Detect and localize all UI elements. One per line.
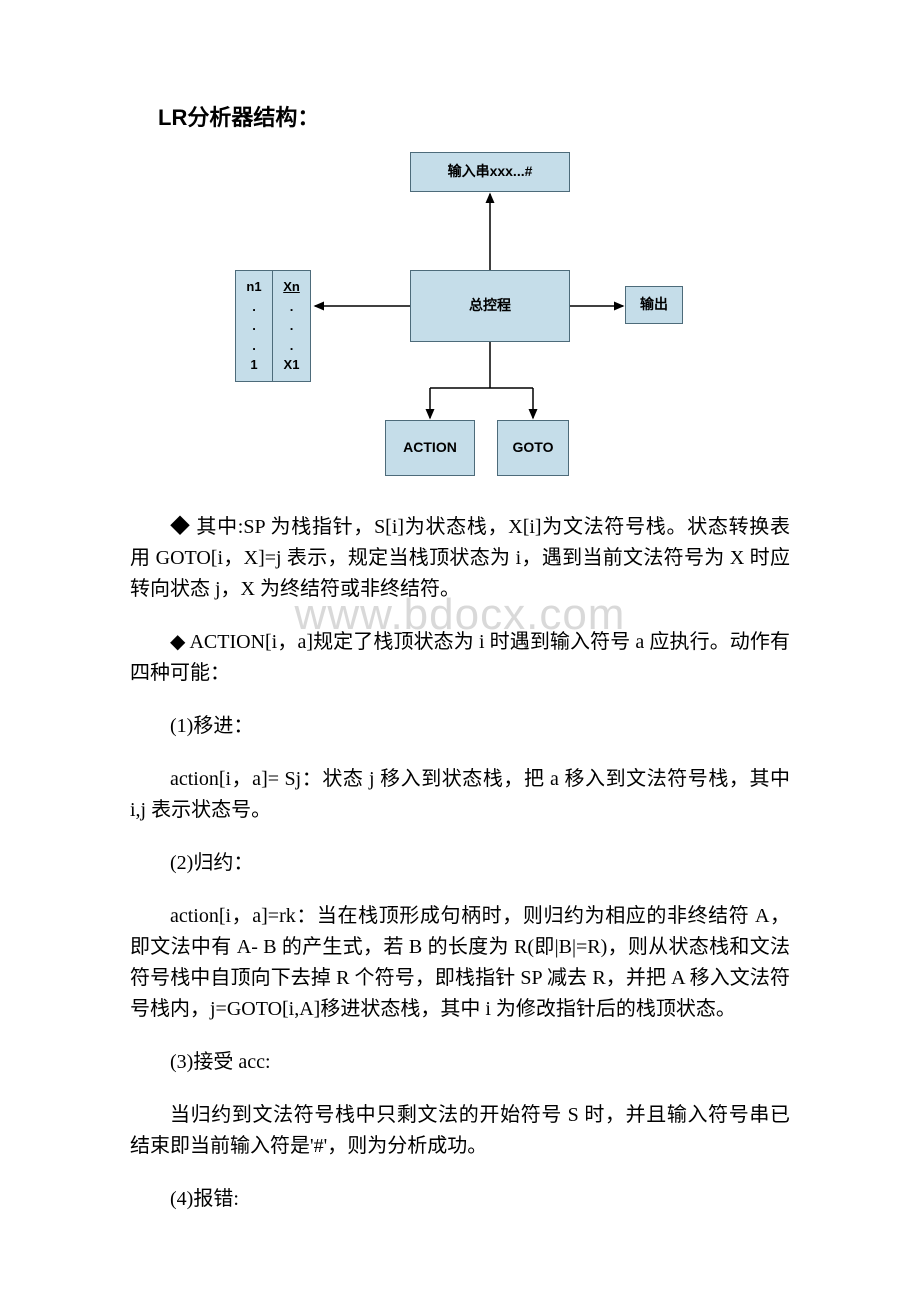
item-1-title: (1)移进： [130,711,790,742]
item-2-title: (2)归约： [130,848,790,879]
stack-cell: Xn [273,277,310,297]
item-4-title: (4)报错: [130,1184,790,1215]
paragraph-pointer-desc: ◆ 其中:SP 为栈指针，S[i]为状态栈，X[i]为文法符号栈。状态转换表用 … [130,512,790,605]
node-input-string: 输入串xxx...# [410,152,570,192]
stack-cell: . [236,297,272,317]
item-3-title: (3)接受 acc: [130,1047,790,1078]
stack-cell: 1 [236,355,272,375]
node-goto-table: GOTO [497,420,569,476]
item-3-body: 当归约到文法符号栈中只剩文法的开始符号 S 时，并且输入符号串已结束即当前输入符… [130,1100,790,1162]
paragraph-action-desc: ◆ ACTION[i，a]规定了栈顶状态为 i 时遇到输入符号 a 应执行。动作… [130,627,790,689]
node-action-table: ACTION [385,420,475,476]
node-stack: n1 . . . 1 Xn . . . X1 [235,270,311,382]
item-1-body: action[i，a]= Sj：状态 j 移入到状态栈，把 a 移入到文法符号栈… [130,764,790,826]
node-output: 输出 [625,286,683,324]
stack-cell: . [236,336,272,356]
symbol-stack-column: Xn . . . X1 [273,270,311,382]
state-stack-column: n1 . . . 1 [235,270,273,382]
stack-cell: . [273,336,310,356]
node-controller: 总控程 [410,270,570,342]
item-2-body: action[i，a]=rk：当在栈顶形成句柄时，则归约为相应的非终结符 A，即… [130,901,790,1025]
stack-cell: n1 [236,277,272,297]
stack-cell: . [236,316,272,336]
stack-cell: . [273,316,310,336]
section-title: LR分析器结构： [158,100,790,132]
lr-parser-diagram: 输入串xxx...# n1 . . . 1 Xn . . . X1 总控程 [225,152,695,492]
stack-cell: X1 [273,355,310,375]
stack-cell: . [273,297,310,317]
